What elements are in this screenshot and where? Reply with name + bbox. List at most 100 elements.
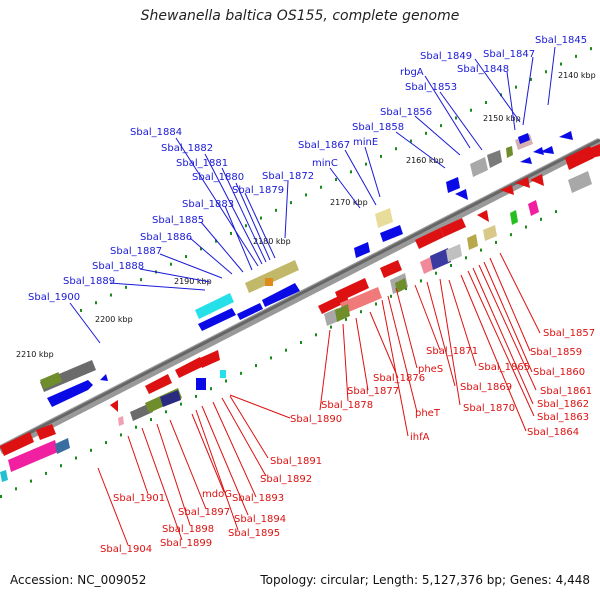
gene-label[interactable]: Sbal_1880 (192, 172, 244, 183)
gene-label[interactable]: Sbal_1848 (457, 64, 509, 75)
tick-mark (305, 193, 307, 197)
gene-label[interactable]: ihfA (410, 432, 430, 443)
gene-label[interactable]: minC (312, 158, 338, 169)
tick-mark (195, 394, 197, 398)
gene-label[interactable]: minE (353, 137, 378, 148)
kbp-label: 2150 kbp (483, 114, 521, 123)
gene-feature (528, 200, 539, 216)
gene-label[interactable]: Sbal_1883 (182, 199, 234, 210)
kbp-label: 2160 kbp (406, 156, 444, 165)
gene-label[interactable]: Sbal_1884 (130, 127, 182, 138)
gene-label[interactable]: Sbal_1904 (100, 544, 152, 555)
tick-mark (165, 410, 167, 414)
gene-label[interactable]: Sbal_1853 (405, 82, 457, 93)
gene-label[interactable]: Sbal_1900 (28, 292, 80, 303)
gene-label[interactable]: Sbal_1888 (92, 261, 144, 272)
gene-label[interactable]: Sbal_1885 (152, 215, 204, 226)
gene-feature (395, 278, 407, 293)
gene-label[interactable]: pheS (418, 364, 443, 375)
gene-feature (237, 303, 263, 320)
gene-label[interactable]: Sbal_1893 (232, 493, 284, 504)
gene-label[interactable]: Sbal_1865 (478, 362, 530, 373)
gene-label[interactable]: Sbal_1879 (232, 185, 284, 196)
tick-mark (125, 285, 127, 289)
gene-feature (375, 208, 393, 228)
gene-feature (446, 177, 460, 193)
gene-feature (380, 260, 402, 278)
gene-label[interactable]: Sbal_1869 (460, 382, 512, 393)
gene-label[interactable]: Sbal_1892 (260, 474, 312, 485)
gene-label[interactable]: Sbal_1861 (540, 386, 592, 397)
gene-label[interactable]: Sbal_1898 (162, 524, 214, 535)
gene-label[interactable]: Sbal_1877 (347, 386, 399, 397)
gene-label[interactable]: rbgA (400, 67, 424, 78)
gene-label[interactable]: Sbal_1864 (527, 427, 579, 438)
kbp-labels: 2140 kbp 2150 kbp 2160 kbp 2170 kbp 2180… (16, 71, 596, 359)
tick-mark (435, 271, 437, 275)
gene-label[interactable]: pheT (415, 408, 441, 419)
gene-label[interactable]: Sbal_1857 (543, 328, 595, 339)
gene-label[interactable]: Sbal_1845 (535, 35, 587, 46)
gene-label[interactable]: Sbal_1863 (537, 412, 589, 423)
gene-label[interactable]: Sbal_1870 (463, 403, 515, 414)
gene-label[interactable]: Sbal_1889 (63, 276, 115, 287)
tick-mark (380, 154, 382, 158)
gene-feature (335, 304, 350, 322)
gene-label[interactable]: Sbal_1890 (290, 414, 342, 425)
tick-mark (80, 308, 82, 312)
gene-label[interactable]: Sbal_1891 (270, 456, 322, 467)
gene-label[interactable]: Sbal_1862 (537, 399, 589, 410)
gene-label[interactable]: mdoG (202, 489, 232, 500)
gene-feature (262, 283, 300, 307)
gene-label[interactable]: Sbal_1849 (420, 51, 472, 62)
tick-mark (395, 147, 397, 151)
tick-mark (200, 247, 202, 251)
gene-feature (110, 400, 118, 412)
gene-feature (559, 131, 573, 140)
tick-mark (135, 425, 137, 429)
gene-label[interactable]: Sbal_1894 (234, 514, 286, 525)
tick-mark (185, 255, 187, 259)
gene-label[interactable]: Sbal_1882 (161, 143, 213, 154)
tick-mark (510, 233, 512, 237)
kbp-label: 2200 kbp (95, 315, 133, 324)
gene-feature (340, 287, 382, 314)
tick-mark (515, 85, 517, 89)
tick-mark (485, 101, 487, 105)
gene-label[interactable]: Sbal_1876 (373, 373, 425, 384)
gene-feature (118, 416, 124, 426)
tick-mark (450, 264, 452, 267)
forward-labels: Sbal_1845 Sbal_1847 Sbal_1848 Sbal_1849 … (28, 35, 587, 303)
gene-feature (515, 177, 530, 188)
genome-backbone-core (0, 138, 600, 450)
gene-label[interactable]: Sbal_1872 (262, 171, 314, 182)
gene-label[interactable]: Sbal_1899 (160, 538, 212, 549)
gene-label[interactable]: Sbal_1860 (533, 367, 585, 378)
gene-feature (0, 470, 8, 482)
gene-label[interactable]: Sbal_1881 (176, 158, 228, 169)
gene-label[interactable]: Sbal_1886 (140, 232, 192, 243)
gene-label[interactable]: Sbal_1878 (321, 400, 373, 411)
gene-feature (568, 171, 592, 193)
tick-mark (545, 70, 547, 74)
tick-mark (540, 217, 542, 221)
forward-label-connectors (69, 46, 556, 344)
gene-label[interactable]: Sbal_1847 (483, 49, 535, 60)
gene-label[interactable]: Sbal_1901 (113, 493, 165, 504)
tick-mark (350, 170, 352, 174)
gene-label[interactable]: Sbal_1871 (426, 346, 478, 357)
gene-label[interactable]: Sbal_1867 (298, 140, 350, 151)
gene-label[interactable]: Sbal_1897 (178, 507, 230, 518)
tick-mark (105, 441, 107, 445)
tick-mark (140, 278, 142, 282)
gene-label[interactable]: Sbal_1856 (380, 107, 432, 118)
gene-label[interactable]: Sbal_1859 (530, 347, 582, 358)
gene-feature (520, 157, 532, 164)
gene-label[interactable]: Sbal_1887 (110, 246, 162, 257)
gene-label[interactable]: Sbal_1858 (352, 122, 404, 133)
tick-mark (215, 239, 217, 243)
kbp-label: 2210 kbp (16, 350, 54, 359)
gene-feature (195, 293, 234, 319)
gene-label[interactable]: Sbal_1895 (228, 528, 280, 539)
